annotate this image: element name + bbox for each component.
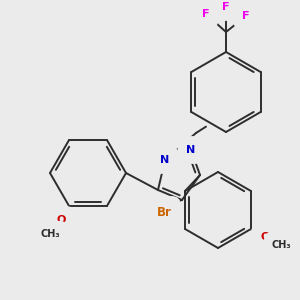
Text: F: F	[242, 11, 250, 21]
Text: N: N	[186, 145, 196, 155]
Text: Br: Br	[157, 206, 171, 218]
Text: F: F	[222, 2, 230, 12]
Text: O: O	[56, 215, 66, 225]
Text: F: F	[202, 9, 210, 19]
Text: CH₃: CH₃	[40, 229, 60, 238]
Text: O: O	[260, 232, 269, 242]
Text: CH₃: CH₃	[272, 240, 291, 250]
Text: N: N	[160, 155, 169, 165]
